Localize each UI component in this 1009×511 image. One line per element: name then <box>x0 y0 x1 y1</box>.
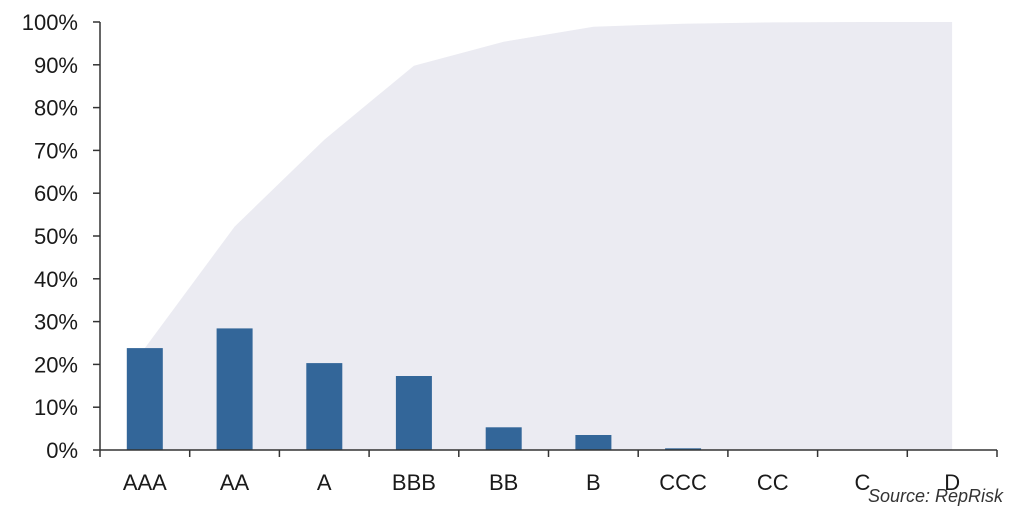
bar-b <box>575 435 612 450</box>
axis-layer <box>93 21 998 457</box>
x-tick-label-bb: BB <box>489 470 518 495</box>
y-tick-label: 10% <box>34 395 78 420</box>
x-tick-label-b: B <box>586 470 601 495</box>
x-tick-label-d: D <box>944 470 960 495</box>
y-tick-label: 40% <box>34 267 78 292</box>
y-tick-labels: 0% 10% 20% 30% 40% 50% 60% 70% 80% 90% 100% <box>22 10 78 463</box>
source-note: Source: RepRisk <box>867 486 1003 506</box>
y-tick-label: 60% <box>34 181 78 206</box>
bar-ccc <box>665 448 702 450</box>
y-tick-label: 30% <box>34 310 78 335</box>
x-tick-label-aaa: AAA <box>123 470 167 495</box>
x-tick-labels: AAA AA A BBB BB B CCC CC C D <box>123 470 960 495</box>
y-tick-label: 20% <box>34 352 78 377</box>
x-tick-label-c: C <box>855 470 871 495</box>
bar-aa <box>216 328 253 450</box>
x-tick-label-ccc: CCC <box>659 470 707 495</box>
x-tick-label-cc: CC <box>757 470 789 495</box>
y-tick-label: 90% <box>34 53 78 78</box>
y-tick-label: 70% <box>34 138 78 163</box>
y-tick-label: 80% <box>34 96 78 121</box>
bar-layer <box>126 328 791 450</box>
bar-a <box>306 363 343 450</box>
x-tick-label-aa: AA <box>220 470 250 495</box>
x-tick-label-bbb: BBB <box>392 470 436 495</box>
bar-bb <box>485 427 522 450</box>
y-tick-label: 0% <box>46 438 78 463</box>
cumulative-area-layer <box>144 22 953 450</box>
bar-aaa <box>126 348 163 450</box>
cumulative-area <box>144 22 953 450</box>
bar-bbb <box>395 376 432 450</box>
y-tick-label: 50% <box>34 224 78 249</box>
x-tick-label-a: A <box>317 470 332 495</box>
y-tick-label: 100% <box>22 10 78 35</box>
